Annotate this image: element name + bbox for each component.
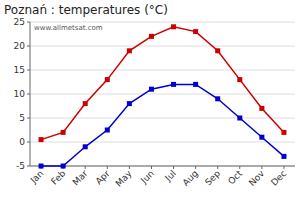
y-tick-label: 0 — [19, 137, 25, 147]
grid-line — [30, 46, 295, 47]
point-marker — [83, 101, 88, 106]
series-line — [41, 27, 284, 140]
x-tick — [85, 166, 86, 169]
point-marker — [193, 29, 198, 34]
grid-line — [30, 118, 295, 119]
point-marker — [61, 164, 66, 169]
x-tick-label: Jul — [162, 168, 177, 183]
grid-line — [30, 94, 295, 95]
plot-area — [39, 24, 287, 168]
grid-line — [30, 166, 295, 167]
title: Poznań : temperatures (°C) — [4, 3, 168, 17]
x-tick — [283, 166, 284, 169]
y-tick-label: 20 — [14, 41, 26, 51]
y-tick-label: 5 — [19, 113, 25, 123]
x-tick — [129, 166, 130, 169]
point-marker — [127, 101, 132, 106]
x-tick — [151, 166, 152, 169]
chart-svg: Poznań : temperatures (°C) -5 0 5 10 15 20 25 Ja… — [0, 0, 305, 200]
x-tick-label: Nov — [247, 168, 267, 188]
point-marker — [259, 106, 264, 111]
grid — [30, 22, 295, 166]
point-marker — [281, 130, 286, 135]
x-tick-label: Sep — [203, 168, 222, 187]
x-tick-label: May — [114, 168, 135, 189]
y-tick-label: 25 — [14, 17, 25, 27]
x-tick-label: Apr — [94, 168, 112, 186]
grid-line — [30, 70, 295, 71]
x-tick-label: Dec — [269, 168, 288, 187]
x-tick-label: Mar — [71, 168, 90, 187]
point-marker — [171, 24, 176, 29]
point-marker — [281, 154, 286, 159]
point-marker — [61, 130, 66, 135]
point-marker — [105, 77, 110, 82]
x-tick-label: Oct — [226, 168, 244, 186]
point-marker — [237, 116, 242, 121]
x-axis — [30, 166, 295, 167]
grid-line — [30, 22, 295, 23]
y-tick-label: 15 — [14, 65, 25, 75]
x-tick — [195, 166, 196, 169]
point-marker — [105, 128, 110, 133]
grid-line — [30, 142, 295, 143]
point-marker — [127, 48, 132, 53]
point-marker — [149, 34, 154, 39]
point-marker — [83, 144, 88, 149]
point-marker — [39, 137, 44, 142]
point-marker — [237, 77, 242, 82]
point-marker — [39, 164, 44, 169]
x-tick — [239, 166, 240, 169]
point-marker — [149, 87, 154, 92]
x-tick — [107, 166, 108, 169]
x-tick-label: Aug — [181, 168, 201, 188]
point-marker — [215, 48, 220, 53]
x-tick-label: Feb — [49, 168, 68, 187]
y-tick-label: 10 — [14, 89, 26, 99]
x-tick-label: Jan — [28, 168, 46, 186]
chart-container: Poznań : temperatures (°C) -5 0 5 10 15 20 25 Ja… — [0, 0, 305, 200]
x-tick — [173, 166, 174, 169]
x-tick — [261, 166, 262, 169]
series-line — [41, 84, 284, 166]
point-marker — [259, 135, 264, 140]
point-marker — [171, 82, 176, 87]
annotation: www.allmetsat.com — [34, 24, 103, 32]
y-axis — [30, 22, 31, 166]
x-tick — [217, 166, 218, 169]
point-marker — [193, 82, 198, 87]
point-marker — [215, 96, 220, 101]
x-tick-label: Jun — [138, 168, 156, 186]
y-tick-label: -5 — [16, 161, 25, 171]
